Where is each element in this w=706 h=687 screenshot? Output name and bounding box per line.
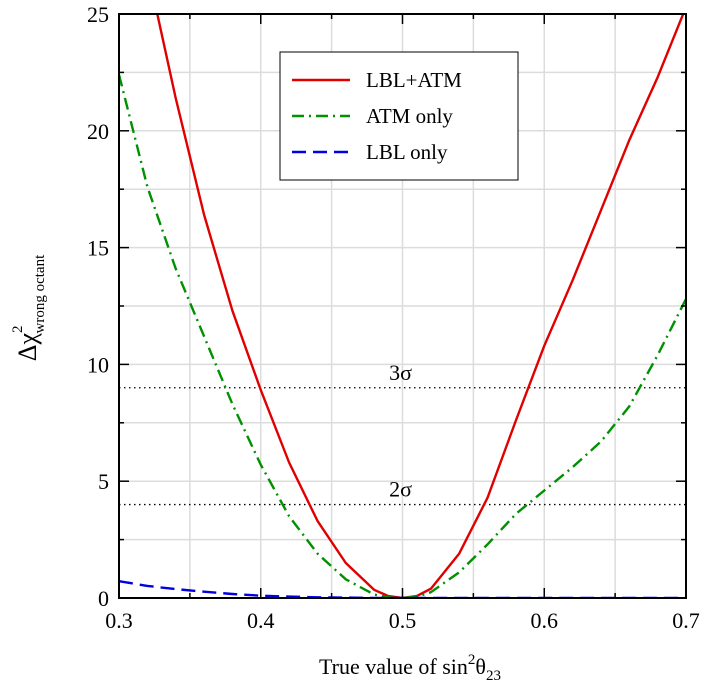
reference-lines: 3σ 2σ — [119, 360, 686, 506]
y-axis-title-sup: 2 — [10, 325, 26, 333]
sigma-label: 3σ — [389, 360, 412, 385]
x-tick-label: 0.7 — [672, 608, 700, 633]
y-tick-label: 20 — [87, 119, 109, 144]
x-axis-title-prefix: True value of sin — [319, 654, 468, 679]
x-axis-title-sub: 23 — [486, 668, 501, 684]
ticks: 0.3 0.4 0.5 0.6 0.7 0 5 10 15 20 25 — [87, 2, 700, 633]
x-tick-label: 0.6 — [531, 608, 559, 633]
x-axis-title: True value of sin2θ23 — [319, 652, 501, 684]
y-axis-title: Δχ2 wrong octant — [10, 254, 48, 361]
y-tick-label: 15 — [87, 236, 109, 261]
sigma-label: 2σ — [389, 477, 412, 502]
y-axis-title-sub: wrong octant — [32, 254, 48, 334]
y-axis-title-main: Δχ — [13, 333, 42, 362]
x-tick-label: 0.5 — [389, 608, 417, 633]
legend-label: LBL+ATM — [366, 68, 462, 92]
y-tick-label: 25 — [87, 2, 109, 27]
y-tick-label: 0 — [98, 586, 109, 611]
x-tick-label: 0.3 — [105, 608, 133, 633]
y-tick-label: 5 — [98, 469, 109, 494]
x-axis-title-sup: 2 — [468, 652, 476, 668]
legend-label: LBL only — [366, 140, 448, 164]
x-axis-title-main: θ — [475, 654, 486, 679]
y-tick-label: 10 — [87, 352, 109, 377]
x-tick-label: 0.4 — [247, 608, 275, 633]
legend-label: ATM only — [366, 104, 453, 128]
legend: LBL+ATM ATM only LBL only — [279, 51, 519, 181]
